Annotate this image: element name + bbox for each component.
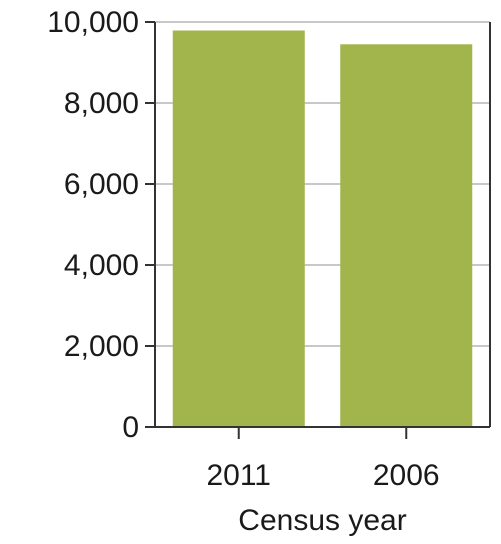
bar-layer [172,30,473,428]
bar-2006 [340,44,473,428]
y-tick-layer: 0 2,000 4,000 6,000 8,000 10,000 [47,6,155,444]
axis-layer [154,22,491,428]
y-tick-label: 8,000 [64,87,139,120]
x-tick-label: 2006 [373,459,440,492]
y-tick-label: 10,000 [47,6,139,39]
y-tick-label: 6,000 [64,168,139,201]
y-tick-label: 4,000 [64,249,139,282]
x-axis-title: Census year [238,504,406,537]
x-tick-layer: 2011 2006 [206,427,440,492]
y-tick-label: 0 [122,411,139,444]
x-tick-label: 2011 [206,459,271,492]
bar-2011 [172,30,305,427]
y-tick-label: 2,000 [64,330,139,363]
